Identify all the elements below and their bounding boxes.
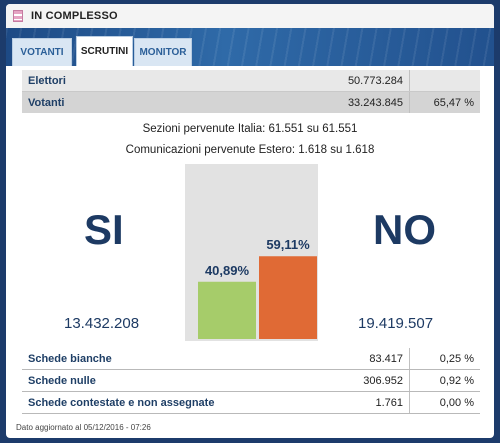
- tab-votanti[interactable]: VOTANTI: [12, 38, 72, 66]
- schede-nulle-label: Schede nulle: [22, 369, 267, 392]
- schede-nulle-value: 306.952: [267, 369, 410, 392]
- tab-bar: VOTANTI SCRUTINI MONITOR: [6, 28, 494, 66]
- table-row: Elettori 50.773.284: [22, 70, 480, 92]
- no-votes: 19.419.507: [358, 315, 434, 332]
- si-label: SI: [84, 206, 124, 253]
- no-bar: [259, 256, 317, 339]
- tab-scrutini[interactable]: SCRUTINI: [76, 36, 133, 66]
- schede-bianche-label: Schede bianche: [22, 348, 267, 370]
- elettori-label: Elettori: [22, 70, 267, 92]
- update-timestamp: Dato aggiornato al 05/12/2016 - 07:26: [16, 423, 151, 432]
- no-label: NO: [373, 206, 436, 253]
- table-row: Schede nulle 306.952 0,92 %: [22, 369, 480, 392]
- table-row: Votanti 33.243.845 65,47 %: [22, 91, 480, 113]
- votanti-value: 33.243.845: [267, 91, 410, 113]
- schede-contestate-label: Schede contestate e non assegnate: [22, 391, 267, 414]
- bar-chart: 40,89% 59,11%: [198, 237, 317, 339]
- schede-nulle-pct: 0,92 %: [409, 369, 480, 392]
- table-row: Schede contestate e non assegnate 1.761 …: [22, 391, 480, 414]
- si-pct-label: 40,89%: [205, 263, 250, 278]
- no-pct-label: 59,11%: [266, 237, 310, 252]
- table-row: Schede bianche 83.417 0,25 %: [22, 348, 480, 370]
- votanti-label: Votanti: [22, 91, 267, 113]
- result-chart: 40,89% 59,11%: [185, 164, 318, 341]
- elettori-pct: [409, 70, 480, 92]
- schede-bianche-pct: 0,25 %: [409, 348, 480, 370]
- schede-bianche-value: 83.417: [267, 348, 410, 370]
- results-panel: IN COMPLESSO VOTANTI SCRUTINI MONITOR El…: [6, 4, 494, 438]
- sezioni-info: Sezioni pervenute Italia: 61.551 su 61.5…: [142, 123, 358, 135]
- elettori-value: 50.773.284: [267, 70, 410, 92]
- votanti-pct: 65,47 %: [409, 91, 480, 113]
- schede-contestate-pct: 0,00 %: [409, 391, 480, 414]
- estero-info: Comunicazioni pervenute Estero: 1.618 su…: [125, 144, 375, 156]
- title-bar: IN COMPLESSO: [6, 4, 494, 29]
- si-bar: [198, 281, 256, 339]
- document-icon: [13, 10, 23, 22]
- tab-monitor[interactable]: MONITOR: [134, 38, 192, 66]
- schede-table: Schede bianche 83.417 0,25 % Schede null…: [22, 348, 480, 414]
- panel-title: IN COMPLESSO: [31, 10, 118, 22]
- summary-table: Elettori 50.773.284 Votanti 33.243.845 6…: [22, 70, 480, 113]
- si-votes: 13.432.208: [64, 315, 140, 332]
- schede-contestate-value: 1.761: [267, 391, 410, 414]
